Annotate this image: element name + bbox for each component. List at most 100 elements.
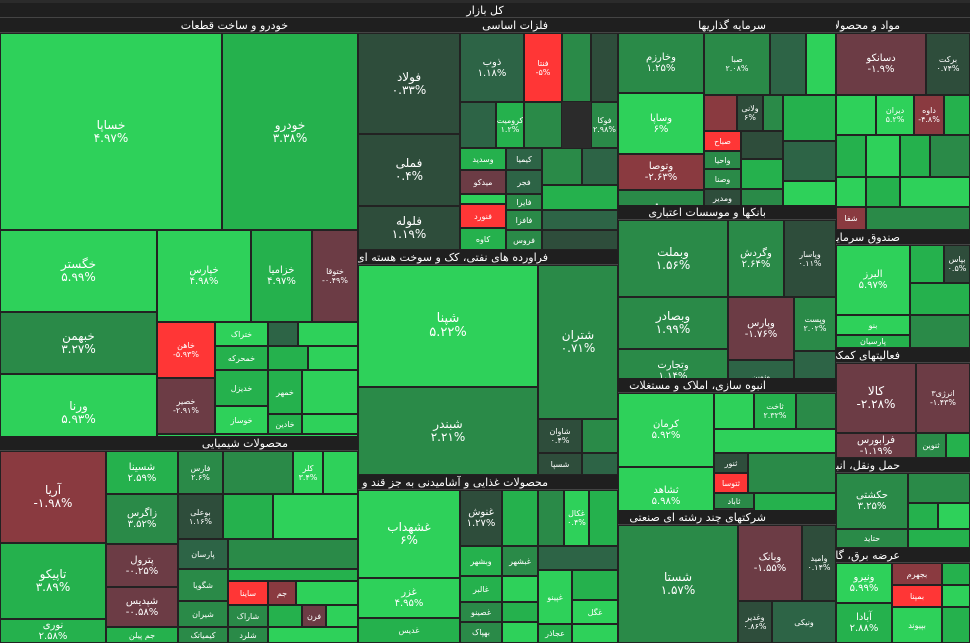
tile-ghalbor[interactable]: غالبر bbox=[460, 576, 502, 602]
tile-foolad[interactable]: فولاد ۰.۳۳% bbox=[358, 33, 460, 134]
tile-parsian[interactable]: پارسیان bbox=[836, 335, 910, 348]
tile-khavar[interactable]: خاهن -۵.۹۳% bbox=[157, 322, 215, 378]
tile-sakhab[interactable]: ثاخت ۲.۳۲% bbox=[754, 393, 796, 429]
tile-jam[interactable]: جم bbox=[268, 581, 296, 605]
tile-midko[interactable]: میدکو bbox=[460, 170, 506, 194]
tile-faraboors[interactable]: فرابورس -۱.۱۹% bbox=[836, 433, 916, 458]
tile-ghsino[interactable]: غصینو bbox=[460, 602, 502, 622]
tile-fnord[interactable]: فنورد bbox=[460, 204, 506, 228]
tile-small[interactable] bbox=[538, 546, 618, 570]
tile-small[interactable] bbox=[910, 315, 970, 348]
tile-small[interactable] bbox=[268, 346, 308, 370]
tile-khodro[interactable]: خودرو ۳.۳۸% bbox=[222, 33, 358, 230]
tile-vgardesh[interactable]: وگردش ۲.۶۴% bbox=[728, 220, 784, 297]
tile-vniki[interactable]: ونیکی bbox=[772, 601, 836, 643]
tile-khmehr[interactable]: خمهر bbox=[268, 370, 302, 414]
tile-small[interactable] bbox=[298, 322, 358, 346]
tile-ghpino[interactable]: غپینو bbox=[538, 570, 572, 624]
tile-kave[interactable]: کاوه bbox=[460, 228, 506, 250]
tile-vpars[interactable]: وپارس -۱.۷۶% bbox=[728, 297, 794, 360]
tile-small[interactable] bbox=[524, 102, 562, 148]
tile-khbahman[interactable]: خبهمن ۳.۲۷% bbox=[0, 312, 157, 374]
tile-small[interactable] bbox=[228, 569, 358, 581]
sector-header[interactable]: محصولات غذایی و آشامیدنی به جز قند و شکر bbox=[358, 475, 618, 490]
tile-vbsader[interactable]: وبصادر ۱.۹۹% bbox=[618, 297, 728, 349]
sector-header[interactable]: سرمایه گذاریها bbox=[618, 18, 836, 33]
tile-vasdid[interactable]: وسدید bbox=[460, 148, 506, 170]
tile-small[interactable] bbox=[938, 503, 970, 529]
tile-small[interactable] bbox=[866, 135, 900, 177]
tile-ghshad[interactable]: عجاذر bbox=[538, 624, 572, 643]
tile-small[interactable] bbox=[806, 33, 836, 95]
tile-small[interactable] bbox=[542, 148, 582, 185]
tile-shafa[interactable]: شفا bbox=[836, 207, 866, 230]
tile-small[interactable] bbox=[866, 177, 900, 207]
tile-sbah[interactable]: صباح bbox=[704, 131, 741, 151]
tile-small[interactable] bbox=[741, 159, 783, 189]
tile-khadin[interactable]: خادین bbox=[268, 414, 302, 434]
tile-shiran[interactable]: شیران bbox=[178, 601, 228, 627]
tile-small[interactable] bbox=[944, 95, 970, 135]
tile-ghbshahr[interactable]: غبشهر bbox=[502, 546, 538, 576]
tile-small[interactable] bbox=[704, 95, 737, 131]
tile-vahia[interactable]: واحیا bbox=[704, 151, 741, 169]
tile-fjer[interactable]: فجر bbox=[506, 170, 542, 194]
tile-tnor[interactable]: ثنور bbox=[714, 453, 748, 473]
tile-kerman[interactable]: کرمان ۵.۹۲% bbox=[618, 393, 714, 467]
tile-small[interactable] bbox=[228, 539, 358, 569]
tile-bpiyvand[interactable]: بپیوند bbox=[892, 607, 942, 643]
tile-jampilen[interactable]: جم پیلن bbox=[106, 627, 178, 643]
tile-fayra[interactable]: فایرا bbox=[506, 194, 542, 210]
tile-sba[interactable]: صبا ۲.۰۸% bbox=[704, 33, 770, 95]
tile-vamid[interactable]: وامید ۰.۱۴% bbox=[802, 525, 836, 601]
tile-abadan[interactable]: آبادا ۲.۸۸% bbox=[836, 603, 892, 643]
sector-header[interactable]: شرکتهای چند رشته ای صنعتی bbox=[618, 510, 836, 525]
tile-small[interactable] bbox=[910, 245, 944, 283]
tile-bpas[interactable]: بپاس ۰.۵% bbox=[944, 245, 970, 283]
tile-small[interactable] bbox=[748, 453, 836, 493]
tile-small[interactable] bbox=[542, 230, 618, 250]
tile-vpost[interactable]: وپست ۲.۰۲% bbox=[794, 297, 836, 351]
tile-vani[interactable]: ولانی ۶% bbox=[737, 95, 763, 131]
tile-small[interactable] bbox=[582, 419, 618, 453]
tile-khdizel[interactable]: خدیزل bbox=[215, 370, 268, 406]
tile-vpasar[interactable]: وپاسار ۰.۱۱% bbox=[784, 220, 836, 297]
tile-small[interactable] bbox=[326, 605, 358, 627]
tile-vghadir[interactable]: وغدیر ۰.۸۶% bbox=[738, 601, 772, 643]
sector-header[interactable]: فعالیتهای کمکی به نهادهای مالی bbox=[836, 348, 970, 363]
tile-small[interactable] bbox=[942, 607, 970, 643]
tile-vmelat[interactable]: وبملت ۱.۵۶% bbox=[618, 220, 728, 297]
tile-small[interactable] bbox=[930, 135, 970, 177]
tile-small[interactable] bbox=[460, 102, 496, 148]
tile-diran[interactable]: دیران ۵.۲% bbox=[876, 95, 914, 135]
tile-shasta[interactable]: شستا ۱.۵۷% bbox=[618, 525, 738, 643]
tile-khzar[interactable]: ختراک bbox=[215, 322, 268, 346]
tile-small[interactable] bbox=[783, 141, 836, 181]
tile-khemhre[interactable]: خمحرکه bbox=[215, 346, 268, 370]
tile-petrol[interactable]: پترول -۰.۲۵% bbox=[106, 544, 178, 587]
tile-small[interactable] bbox=[783, 95, 836, 141]
tile-shlord[interactable]: شلرد bbox=[228, 627, 268, 643]
tile-small[interactable] bbox=[223, 451, 293, 494]
tile-khtoghaz[interactable]: ختوقا -۰.۴۹% bbox=[312, 230, 358, 322]
tile-shbandar[interactable]: شبندر ۲.۲۱% bbox=[358, 387, 538, 475]
tile-small[interactable] bbox=[502, 490, 538, 546]
tile-small[interactable] bbox=[908, 473, 970, 503]
tile-small[interactable] bbox=[908, 529, 970, 548]
tile-tapiko[interactable]: تاپیکو ۳.۸۹% bbox=[0, 543, 106, 619]
tile-zob[interactable]: ذوب ۱.۱۸% bbox=[460, 33, 524, 102]
tile-khkesir[interactable]: خصیر -۲.۹۱% bbox=[157, 378, 215, 434]
tile-khosaz[interactable]: خوساز bbox=[215, 406, 268, 434]
sector-header[interactable]: بانکها و موسسات اعتباری bbox=[618, 205, 836, 220]
tile-fenta[interactable]: فنتا -۵% bbox=[524, 33, 562, 102]
tile-small[interactable] bbox=[836, 135, 866, 177]
sector-header[interactable]: حمل ونقل، انبارداری و ارتباطات bbox=[836, 458, 970, 473]
tile-bmpna[interactable]: بمپنا bbox=[892, 585, 942, 607]
tile-small[interactable] bbox=[714, 429, 836, 453]
tile-khgostar[interactable]: خگستر ۵.۹۹% bbox=[0, 230, 157, 312]
tile-small[interactable] bbox=[268, 322, 298, 346]
tile-small[interactable] bbox=[538, 490, 564, 546]
tile-fmeli[interactable]: فملی ۰.۴% bbox=[358, 134, 460, 206]
tile-bno[interactable]: بنو bbox=[836, 315, 910, 335]
tile-vbshahr[interactable]: وبشهر bbox=[460, 546, 502, 576]
